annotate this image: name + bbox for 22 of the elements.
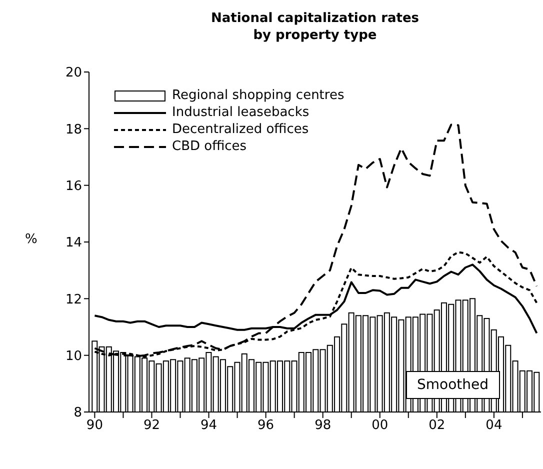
- y-tick-label: 16: [65, 178, 82, 194]
- y-tick-label: 14: [65, 236, 82, 251]
- legend-label: CBD offices: [172, 138, 247, 155]
- y-tick-label: 10: [65, 348, 82, 364]
- annotation: Smoothed: [406, 371, 500, 399]
- legend-label: Regional shopping centres: [172, 87, 344, 104]
- x-tick-label: 96: [258, 418, 274, 434]
- x-tick-label: 04: [486, 418, 502, 434]
- x-tick-label: 92: [143, 418, 160, 434]
- x-tick-label: 94: [200, 418, 218, 434]
- y-axis-title: %: [25, 232, 38, 247]
- chart-title: National capitalization rates by property type: [210, 10, 420, 44]
- legend-label: Industrial leasebacks: [172, 104, 310, 121]
- x-tick-label: 98: [314, 418, 332, 434]
- y-tick-label: 8: [74, 406, 82, 421]
- legend-label: Decentralized offices: [172, 121, 309, 138]
- y-tick-label: 20: [65, 66, 82, 81]
- x-tick-label: 00: [372, 418, 388, 434]
- x-tick-label: 02: [428, 418, 446, 434]
- x-tick-label: 90: [86, 418, 103, 434]
- y-tick-label: 12: [65, 292, 82, 308]
- y-tick-label: 18: [65, 122, 82, 138]
